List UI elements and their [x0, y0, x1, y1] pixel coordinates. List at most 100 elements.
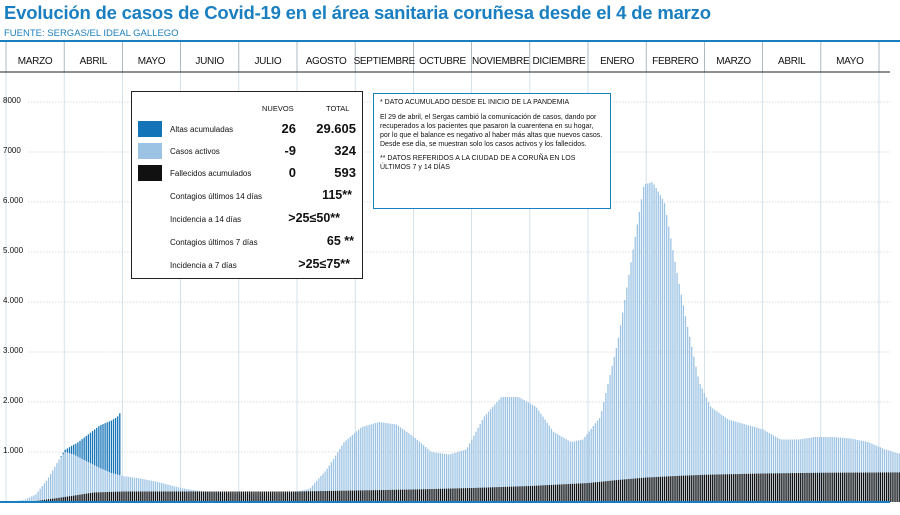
note-asterisk: * DATO ACUMULADO DESDE EL INICIO DE LA P… [380, 99, 570, 106]
bar-activos [638, 211, 641, 503]
bar-fallecidos [108, 491, 110, 502]
bar-fallecidos [435, 488, 437, 502]
note-double-asterisk: ** DATOS REFERIDOS A LA CIUDAD DE A CORU… [380, 154, 576, 171]
bar-activos [739, 422, 741, 502]
bar-fallecidos [184, 491, 186, 502]
bar-activos [663, 203, 666, 503]
bar-activos [418, 441, 421, 502]
legend-label-altas: Altas acumuladas [170, 125, 234, 134]
bar-activos [691, 346, 693, 502]
bar-fallecidos [513, 486, 515, 502]
bar-activos [433, 452, 435, 502]
bar-activos [441, 453, 444, 502]
month-label-9: DICIEMBRE [532, 56, 586, 67]
bar-activos [542, 416, 544, 502]
bar-fallecidos [290, 491, 293, 502]
month-label-11: FEBRERO [652, 56, 699, 67]
bar-fallecidos [167, 491, 169, 502]
bar-fallecidos [473, 487, 475, 502]
bar-altas [73, 444, 75, 455]
bar-activos [70, 453, 73, 502]
bar-fallecidos [448, 488, 450, 502]
bar-fallecidos [645, 477, 647, 502]
bar-activos [64, 452, 66, 502]
bar-fallecidos [52, 498, 54, 502]
bar-fallecidos [686, 475, 689, 502]
bar-fallecidos [156, 491, 159, 502]
bar-fallecidos [674, 476, 676, 502]
bar-activos [777, 437, 779, 502]
bar-activos [865, 441, 867, 502]
bar-fallecidos [802, 472, 804, 502]
bar-fallecidos [848, 472, 850, 502]
stat-label-incidencia-7: Incidencia a 7 días [170, 261, 237, 270]
bar-fallecidos [896, 472, 898, 502]
bar-fallecidos [374, 490, 377, 502]
bar-fallecidos [624, 479, 626, 502]
bar-activos [466, 447, 469, 502]
bar-fallecidos [850, 472, 852, 502]
bar-activos [827, 437, 829, 502]
bar-activos [494, 404, 496, 502]
bar-activos [322, 473, 324, 502]
bar-altas [117, 416, 119, 475]
bar-activos [343, 442, 345, 502]
bar-fallecidos [443, 488, 446, 502]
bar-activos [483, 416, 486, 502]
bar-fallecidos [536, 485, 538, 502]
bar-fallecidos [452, 488, 454, 502]
bar-fallecidos [211, 491, 213, 502]
bar-fallecidos [83, 494, 85, 502]
bar-fallecidos [741, 473, 743, 502]
bar-fallecidos [846, 472, 848, 502]
bar-fallecidos [194, 491, 196, 502]
bar-fallecidos [311, 491, 314, 502]
bar-fallecidos [663, 476, 666, 502]
bar-activos [590, 428, 592, 502]
bar-fallecidos [96, 492, 98, 502]
bar-activos [427, 448, 429, 502]
bar-activos [420, 443, 423, 502]
bar-fallecidos [647, 477, 649, 502]
bar-activos [569, 441, 571, 502]
bar-activos [577, 440, 580, 502]
bar-fallecidos [68, 496, 71, 502]
bar-activos [797, 439, 800, 502]
bar-fallecidos [232, 491, 234, 502]
bar-activos [596, 420, 599, 502]
bar-activos [83, 459, 85, 502]
bar-activos [339, 448, 341, 502]
bar-activos [709, 406, 712, 502]
bar-fallecidos [521, 486, 523, 502]
bar-fallecidos [594, 482, 597, 502]
bar-fallecidos [378, 490, 381, 502]
bar-fallecidos [179, 491, 182, 502]
bar-fallecidos [341, 490, 343, 502]
bar-fallecidos [720, 474, 722, 502]
bar-activos [854, 439, 856, 502]
bar-altas [89, 432, 92, 464]
bar-activos [718, 412, 720, 502]
bar-fallecidos [274, 491, 276, 502]
bar-fallecidos [481, 487, 483, 502]
bar-activos [716, 411, 718, 502]
bar-activos [674, 261, 676, 502]
bar-activos [781, 439, 783, 502]
bar-fallecidos [519, 486, 521, 502]
bar-activos [563, 437, 565, 502]
bar-fallecidos [368, 490, 370, 502]
bar-activos [504, 397, 506, 502]
bar-activos [816, 437, 819, 502]
bar-activos [66, 452, 69, 502]
bar-activos [668, 226, 670, 502]
bar-fallecidos [607, 481, 609, 502]
bar-fallecidos [777, 473, 779, 502]
bar-activos [37, 491, 39, 502]
bar-fallecidos [705, 474, 708, 502]
bar-fallecidos [894, 472, 896, 502]
bar-fallecidos [112, 491, 115, 502]
bar-activos [707, 402, 710, 502]
bar-fallecidos [567, 484, 569, 502]
bar-activos [381, 422, 383, 502]
